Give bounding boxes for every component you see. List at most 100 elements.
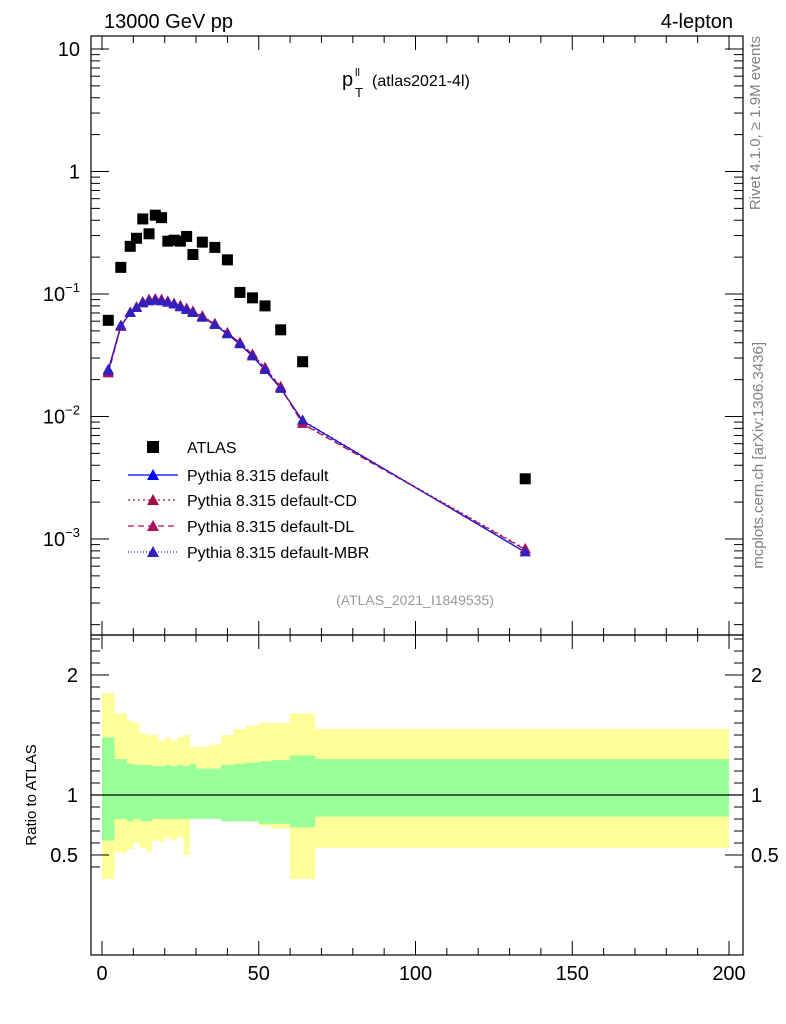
main-y-tick-label: 10−1 — [43, 280, 80, 306]
atlas-data-points — [102, 209, 531, 485]
ratio-inner-band — [158, 766, 165, 819]
main-axis-ticks — [91, 36, 743, 635]
legend-mbr-marker — [147, 546, 159, 557]
ratio-inner-band — [170, 766, 178, 819]
mc-series-line — [107, 300, 526, 553]
x-tick-label: 200 — [712, 963, 745, 985]
atlas-data-point — [275, 324, 287, 336]
x-tick-label: 50 — [248, 963, 270, 985]
ratio-inner-band — [127, 763, 134, 822]
ratio-inner-band — [152, 766, 159, 819]
mcplots-label: mcplots.cern.ch [arXiv:1306.3436] — [750, 342, 767, 569]
ratio-y-tick-label-left: 1 — [67, 785, 78, 807]
mc-series-marker — [234, 338, 246, 349]
ratio-inner-band — [177, 765, 184, 819]
mc-series-marker — [246, 350, 258, 361]
plot-title-suffix: (atlas2021-4l) — [372, 73, 470, 90]
ratio-uncertainty-bands — [102, 693, 729, 879]
ratio-inner-band — [183, 766, 190, 819]
mc-series-marker — [168, 298, 180, 309]
legend-cd-marker — [147, 494, 159, 505]
ratio-y-tick-label-right: 1 — [751, 785, 762, 807]
ratio-inner-band — [133, 765, 140, 819]
ratio-inner-band — [189, 763, 197, 819]
main-y-tick-labels: 10 1 10−1 10−2 10−3 — [43, 39, 80, 551]
atlas-data-point — [209, 241, 221, 253]
main-series-group — [102, 293, 531, 557]
mc-series-marker — [187, 306, 199, 317]
mc-series-marker — [297, 414, 309, 425]
main-y-tick-label: 1 — [69, 162, 80, 184]
ratio-inner-band — [233, 763, 247, 822]
atlas-data-point — [174, 235, 186, 247]
atlas-data-point — [130, 232, 142, 244]
ratio-y-tick-label-right: 0.5 — [751, 845, 779, 867]
ratio-inner-band — [208, 768, 222, 819]
atlas-data-point — [246, 292, 258, 304]
atlas-data-point — [115, 261, 127, 273]
mc-series-marker — [209, 318, 221, 329]
ratio-axis-ticks — [91, 635, 743, 955]
legend-default-label: Pythia 8.315 default — [187, 468, 329, 485]
legend-cd-label: Pythia 8.315 default-CD — [187, 493, 357, 510]
mc-series-marker — [130, 301, 142, 312]
atlas-data-point — [162, 235, 174, 247]
atlas-data-point — [149, 209, 161, 221]
atlas-data-point — [297, 356, 309, 368]
atlas-data-point — [168, 234, 180, 246]
ratio-inner-band — [271, 760, 291, 824]
mc-series-marker — [174, 301, 186, 312]
ratio-y-axis-label: Ratio to ATLAS — [23, 744, 40, 845]
main-y-tick-label: 10−2 — [43, 403, 80, 429]
ratio-inner-band — [246, 762, 259, 822]
legend-atlas-label: ATLAS — [187, 440, 237, 457]
ratio-inner-band — [145, 765, 153, 822]
ratio-y-tick-label-right: 2 — [751, 665, 762, 687]
legend-dl-marker — [147, 520, 159, 531]
mc-series-marker — [275, 382, 287, 393]
legend-default-marker — [147, 469, 159, 480]
rivet-label: Rivet 4.1.0, ≥ 1.9M events — [747, 36, 764, 210]
x-tick-labels: 0 50 100 150 200 — [96, 963, 745, 985]
main-y-tick-label: 10−3 — [43, 525, 80, 551]
mc-series-marker — [124, 306, 136, 317]
ratio-inner-band — [102, 737, 115, 841]
plot-title-subscript: T — [355, 85, 363, 100]
atlas-data-point — [124, 240, 136, 252]
atlas-data-point — [156, 212, 168, 224]
x-tick-label: 150 — [556, 963, 589, 985]
atlas-data-point — [143, 228, 155, 240]
mc-series-marker — [181, 304, 193, 315]
mc-series-line — [107, 298, 526, 550]
plot-title: p ll T (atlas2021-4l) — [342, 67, 470, 100]
ratio-inner-band — [139, 765, 146, 822]
atlas-data-point — [221, 254, 233, 266]
atlas-data-point — [519, 473, 531, 485]
ratio-y-tick-label-left: 2 — [67, 665, 78, 687]
x-tick-label: 0 — [96, 963, 107, 985]
x-tick-label: 100 — [399, 963, 432, 985]
mc-series-marker — [196, 311, 208, 322]
atlas-data-point — [181, 230, 193, 242]
mc-series-marker — [162, 296, 174, 307]
mc-series-line — [107, 298, 526, 551]
ratio-inner-band — [114, 759, 128, 819]
ratio-inner-band — [221, 765, 234, 822]
mc-series-marker — [259, 363, 271, 374]
legend-atlas-marker — [147, 441, 159, 453]
plot-title-superscript: ll — [355, 67, 360, 79]
atlas-data-point — [137, 213, 149, 225]
mc-series-marker — [221, 328, 233, 339]
analysis-id-label: (ATLAS_2021_I1849535) — [336, 592, 494, 608]
legend-dl-label: Pythia 8.315 default-DL — [187, 519, 354, 536]
ratio-y-tick-label-left: 0.5 — [50, 845, 78, 867]
mc-series-marker — [156, 295, 168, 306]
ratio-inner-band — [290, 755, 316, 828]
plot-title-main: p — [342, 69, 353, 91]
mc-series-marker — [115, 319, 127, 330]
atlas-data-point — [187, 249, 199, 261]
mc-series-marker — [102, 365, 114, 376]
atlas-data-point — [102, 314, 114, 326]
process-label: 4-lepton — [661, 11, 733, 33]
